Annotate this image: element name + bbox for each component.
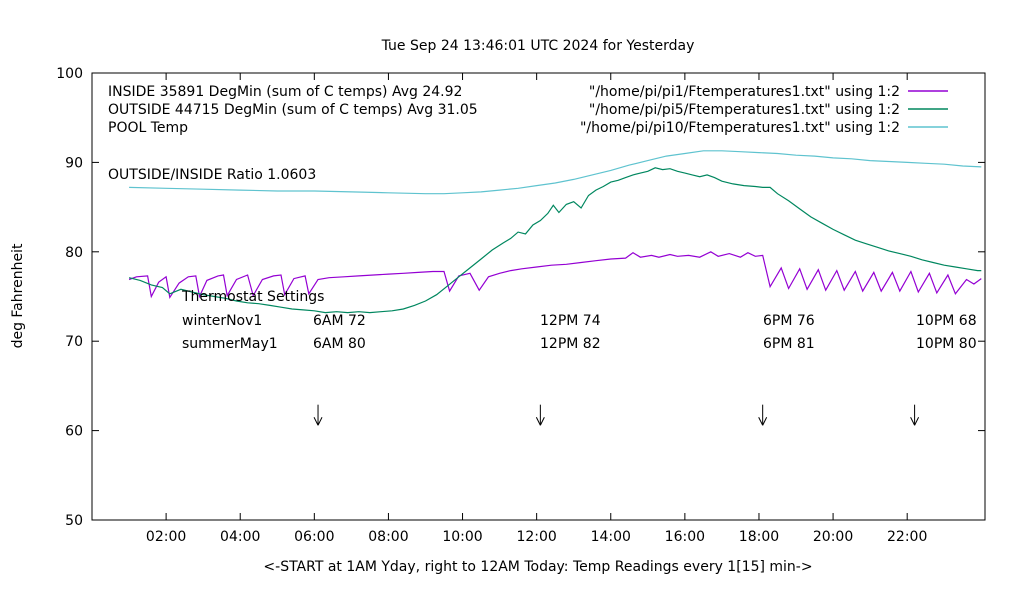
series-lines	[128, 150, 982, 314]
y-tick-label: 60	[65, 424, 83, 440]
y-tick-label: 80	[65, 245, 83, 261]
ratio-label: OUTSIDE/INSIDE Ratio 1.0603	[108, 167, 316, 183]
down-arrow-head	[762, 417, 768, 426]
down-arrow-head	[313, 417, 319, 426]
y-tick-label: 50	[65, 513, 83, 529]
x-tick-label: 10:00	[442, 529, 482, 545]
legend-file-pool: "/home/pi/pi10/Ftemperatures1.txt" using…	[580, 120, 900, 136]
legend-label-pool: POOL Temp	[108, 120, 188, 136]
legend-label-outside: OUTSIDE 44715 DegMin (sum of C temps) Av…	[108, 102, 478, 118]
legend-file-inside: "/home/pi/pi1/Ftemperatures1.txt" using …	[589, 84, 900, 100]
down-arrow-head	[914, 417, 920, 426]
y-tick-label: 70	[65, 334, 83, 350]
thermostat-summer-12pm: 12PM 82	[540, 336, 601, 352]
thermostat-winter-6am: 6AM 72	[313, 313, 366, 329]
thermostat-summer-6pm: 6PM 81	[763, 336, 815, 352]
legend: INSIDE 35891 DegMin (sum of C temps) Avg…	[108, 84, 948, 136]
thermostat-winter-12pm: 12PM 74	[540, 313, 601, 329]
x-tick-label: 12:00	[516, 529, 556, 545]
y-axis-label: deg Fahrenheit	[10, 243, 26, 348]
series-line-inside	[128, 251, 982, 299]
y-tick-label: 100	[56, 66, 83, 82]
thermostat-summer-6am: 6AM 80	[313, 336, 366, 352]
thermostat-summer-10pm: 10PM 80	[916, 336, 977, 352]
plot-border	[91, 72, 986, 521]
axis-ticks: 02:00 04:00 06:00 08:00 10:00 12:00 14:00 16:00…	[56, 66, 985, 545]
x-tick-label: 20:00	[813, 529, 853, 545]
thermostat-winter-10pm: 10PM 68	[916, 313, 977, 329]
down-arrow-head	[535, 417, 541, 426]
thermostat-title: Thermostat Settings	[181, 289, 324, 305]
chart-title: Tue Sep 24 13:46:01 UTC 2024 for Yesterd…	[381, 38, 695, 54]
thermostat-settings: Thermostat Settings winterNov1 6AM 72 12…	[181, 289, 977, 352]
down-arrow-head	[910, 417, 916, 426]
thermostat-winter-name: winterNov1	[182, 313, 262, 329]
legend-label-inside: INSIDE 35891 DegMin (sum of C temps) Avg…	[108, 84, 462, 100]
series-line-pool	[129, 150, 982, 195]
down-arrow-head	[317, 417, 323, 426]
x-tick-label: 04:00	[220, 529, 260, 545]
x-tick-label: 08:00	[368, 529, 408, 545]
thermostat-winter-6pm: 6PM 76	[763, 313, 815, 329]
x-tick-label: 16:00	[665, 529, 705, 545]
x-tick-label: 14:00	[591, 529, 631, 545]
down-arrow-head	[539, 417, 545, 426]
x-tick-label: 06:00	[294, 529, 334, 545]
x-tick-label: 22:00	[887, 529, 927, 545]
legend-file-outside: "/home/pi/pi5/Ftemperatures1.txt" using …	[589, 102, 900, 118]
thermostat-arrows	[313, 404, 920, 426]
x-tick-label: 02:00	[146, 529, 186, 545]
thermostat-summer-name: summerMay1	[182, 336, 278, 352]
series-line-outside	[128, 167, 982, 314]
x-tick-label: 18:00	[739, 529, 779, 545]
down-arrow-head	[758, 417, 764, 426]
y-tick-label: 90	[65, 155, 83, 171]
x-axis-label: <-START at 1AM Yday, right to 12AM Today…	[263, 559, 812, 575]
